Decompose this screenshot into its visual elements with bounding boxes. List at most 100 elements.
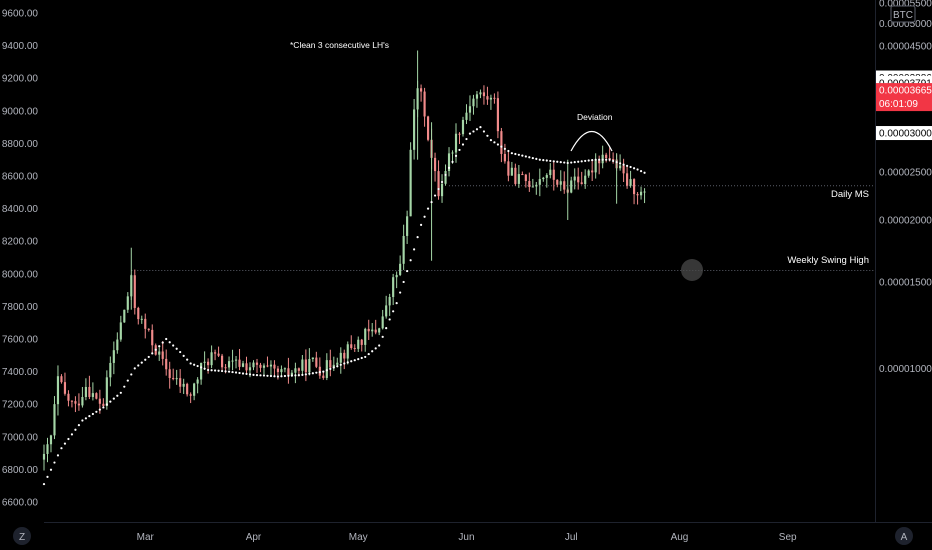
candle[interactable] (475, 91, 479, 108)
candle[interactable] (426, 115, 430, 142)
candle[interactable] (535, 181, 538, 195)
btc-unit-badge[interactable]: BTC (890, 5, 916, 23)
candle[interactable] (399, 255, 402, 277)
candle[interactable] (214, 349, 217, 361)
candle[interactable] (395, 271, 398, 289)
candle[interactable] (486, 86, 489, 105)
candle[interactable] (482, 85, 486, 105)
candle[interactable] (507, 151, 510, 182)
candle[interactable] (587, 169, 590, 178)
price-badge[interactable]: 0.00003000 (876, 126, 932, 141)
candle[interactable] (632, 178, 636, 205)
candle[interactable] (311, 357, 314, 362)
candle[interactable] (77, 393, 80, 411)
candle[interactable] (556, 179, 559, 188)
candle[interactable] (81, 386, 84, 408)
candle[interactable] (63, 372, 67, 396)
candle[interactable] (465, 104, 468, 125)
candle[interactable] (406, 210, 409, 244)
candle[interactable] (549, 163, 552, 179)
candle[interactable] (255, 358, 259, 373)
candle[interactable] (245, 356, 248, 375)
candle[interactable] (269, 360, 273, 377)
candle[interactable] (636, 192, 639, 205)
candle[interactable] (517, 165, 520, 188)
candle[interactable] (402, 224, 405, 270)
candle[interactable] (598, 155, 601, 175)
candle[interactable] (343, 349, 346, 370)
candle[interactable] (479, 89, 482, 99)
candle[interactable] (109, 356, 112, 387)
candle[interactable] (283, 367, 287, 373)
deviation-label[interactable]: Deviation (577, 112, 613, 122)
candle[interactable] (423, 87, 426, 127)
candle[interactable] (552, 161, 555, 191)
candle[interactable] (538, 168, 541, 197)
candle[interactable] (42, 444, 46, 471)
candle[interactable] (220, 353, 224, 371)
candle[interactable] (304, 349, 307, 382)
candle[interactable] (49, 434, 53, 453)
candle[interactable] (409, 142, 412, 217)
marker-circle[interactable] (681, 259, 703, 281)
candle[interactable] (374, 319, 377, 335)
candle[interactable] (458, 132, 461, 144)
candle[interactable] (238, 348, 241, 371)
candle[interactable] (521, 171, 524, 176)
candle[interactable] (433, 152, 437, 182)
candle[interactable] (161, 341, 164, 366)
candle[interactable] (332, 356, 335, 372)
candle[interactable] (528, 172, 531, 192)
candle[interactable] (542, 176, 545, 182)
candle[interactable] (643, 188, 646, 204)
candle[interactable] (514, 163, 517, 186)
candle[interactable] (329, 349, 332, 377)
candle[interactable] (378, 327, 381, 336)
candle[interactable] (95, 392, 98, 400)
candle[interactable] (207, 358, 210, 374)
candle[interactable] (189, 392, 192, 404)
daily-ms-label[interactable]: Daily MS (831, 189, 869, 200)
candle[interactable] (322, 371, 325, 380)
candle[interactable] (67, 390, 70, 407)
candle[interactable] (346, 341, 349, 365)
time-axis[interactable]: Mar Apr May Jun Jul Aug Sep (137, 532, 797, 543)
candle[interactable] (339, 347, 342, 374)
candle[interactable] (493, 93, 496, 104)
candle[interactable] (360, 338, 363, 352)
zoom-icon[interactable]: Z (13, 527, 31, 545)
candle[interactable] (563, 171, 566, 194)
candle[interactable] (545, 173, 548, 188)
candle[interactable] (252, 360, 255, 371)
candle[interactable] (133, 269, 136, 315)
weekly-swing-high-label[interactable]: Weekly Swing High (787, 255, 869, 266)
candle[interactable] (56, 365, 60, 416)
candle[interactable] (500, 127, 503, 163)
candle[interactable] (46, 437, 49, 463)
candle[interactable] (591, 159, 594, 181)
candle[interactable] (350, 335, 353, 350)
candle[interactable] (510, 161, 513, 176)
candle[interactable] (629, 170, 632, 188)
candle[interactable] (168, 361, 171, 389)
candle[interactable] (217, 346, 220, 358)
candle[interactable] (241, 360, 245, 368)
left-price-axis[interactable]: 9600.00 9400.00 9200.00 9000.00 8800.00 8600.… (2, 9, 39, 509)
candle[interactable] (84, 378, 87, 401)
candle[interactable] (126, 292, 129, 313)
candle[interactable] (437, 160, 440, 200)
candle[interactable] (531, 178, 534, 188)
candle[interactable] (601, 145, 604, 169)
candle[interactable] (179, 369, 182, 393)
candle[interactable] (325, 353, 328, 381)
candle[interactable] (259, 362, 262, 373)
candle[interactable] (639, 186, 643, 200)
candle[interactable] (273, 360, 276, 376)
candle[interactable] (102, 398, 105, 408)
candle[interactable] (371, 323, 374, 337)
candle[interactable] (234, 356, 238, 369)
right-price-axis[interactable]: 0.00005500 0.00005000 0.00004500 0.00002500… (879, 0, 932, 375)
candle[interactable] (626, 165, 629, 189)
candle[interactable] (622, 158, 625, 182)
candle[interactable] (172, 368, 175, 381)
